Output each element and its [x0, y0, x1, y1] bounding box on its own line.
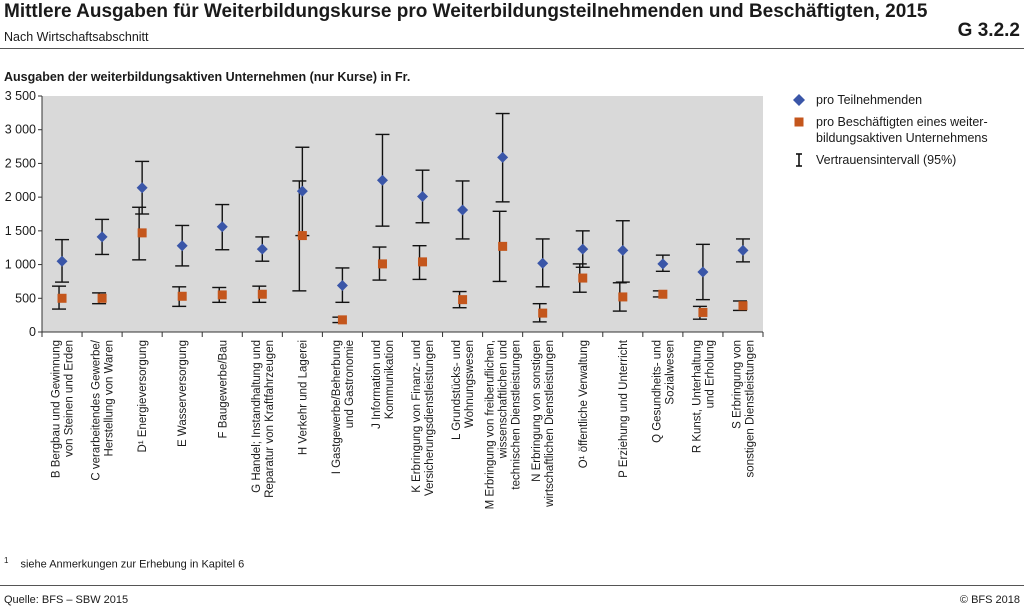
- y-tick-label: 1 500: [5, 224, 36, 238]
- y-tick-label: 3 000: [5, 123, 36, 137]
- data-point-employees: [97, 293, 107, 303]
- data-point-employees: [57, 293, 67, 303]
- data-point-participants: [56, 255, 68, 267]
- footer-rule: [0, 585, 1024, 586]
- x-category-label: F Baugewerbe/Bau: [217, 340, 229, 438]
- data-point-employees: [177, 291, 187, 301]
- data-point-participants: [376, 174, 388, 186]
- x-category-label: H Verkehr und Lagerei: [297, 340, 309, 455]
- legend-label-confidence-interval: Vertrauensintervall (95%): [816, 153, 957, 167]
- data-point-employees: [377, 259, 387, 269]
- plot-background: [42, 96, 763, 332]
- x-category-label: wirtschaftlichen Dienstleistungen: [544, 340, 556, 508]
- footnote-text: siehe Anmerkungen zur Erhebung in Kapite…: [20, 558, 245, 571]
- legend-item-confidence-interval: Vertrauensintervall (95%): [788, 152, 1020, 168]
- data-point-employees: [738, 301, 748, 311]
- data-point-employees: [257, 289, 267, 299]
- chart-canvas: 0 500 1 000 1 500 2 000 2 500 3 000 3 500 B Berg…: [5, 89, 764, 509]
- page-title: Mittlere Ausgaben für Weiterbildungskurs…: [4, 1, 928, 22]
- x-category-label: M Erbringung von freiberuflichen,: [485, 340, 497, 509]
- data-point-employees: [498, 241, 508, 251]
- legend-label-employees-line2: bildungsaktiven Unternehmens: [816, 131, 988, 145]
- x-category-label: und Gastronomie: [344, 340, 356, 428]
- x-category-label: Sozialwesen: [664, 340, 676, 405]
- header-rule: [0, 48, 1024, 49]
- x-category-label: Q Gesundheits- und: [651, 340, 663, 443]
- x-category-label: P Erziehung und Unterricht: [618, 339, 630, 478]
- data-point-employees: [658, 289, 668, 299]
- x-category-label: Wohnungswesen: [464, 340, 476, 428]
- chart-title: Ausgaben der weiterbildungsaktiven Unter…: [4, 70, 411, 84]
- data-point-employees: [418, 257, 428, 267]
- legend-item-employees: pro Beschäftigten eines weiter- bildungs…: [788, 114, 1020, 146]
- data-point-employees: [578, 273, 588, 283]
- y-tick-label: 1 000: [5, 258, 36, 272]
- error-bar-icon: [796, 153, 802, 167]
- data-point-participants: [737, 244, 749, 256]
- x-category-label: Herstellung von Waren: [104, 340, 116, 457]
- x-category-label: wissenschaftlichen und: [498, 340, 510, 459]
- diamond-marker-icon: [793, 94, 805, 106]
- data-point-participants: [497, 151, 509, 163]
- data-point-participants: [657, 258, 669, 270]
- x-category-label: K Erbringung von Finanz- und: [411, 340, 423, 493]
- x-category-label: Reparatur von Kraftfahrzeugen: [264, 340, 276, 498]
- y-tick-label: 2 500: [5, 156, 36, 170]
- x-category-label: sonstigen Dienstleistungen: [744, 340, 756, 477]
- footnote: 1 siehe Anmerkungen zur Erhebung in Kapit…: [4, 556, 244, 571]
- footnote-mark: 1: [4, 556, 9, 565]
- data-point-participants: [457, 204, 469, 216]
- x-category-label: Versicherungsdienstleistungen: [424, 340, 436, 496]
- data-point-participants: [537, 257, 549, 269]
- data-point-participants: [256, 243, 268, 255]
- page-subtitle: Nach Wirtschaftsabschnitt: [4, 30, 149, 44]
- y-tick-label: 2 000: [5, 190, 36, 204]
- source-note: Quelle: BFS – SBW 2015: [4, 594, 129, 606]
- x-category-label: von Steinen und Erden: [64, 340, 76, 457]
- chart-legend: pro Teilnehmenden pro Beschäftigten eine…: [788, 92, 1020, 174]
- x-category-label: D¹ Energieversorgung: [137, 340, 149, 453]
- y-tick-label: 500: [15, 291, 36, 305]
- x-category-label: E Wasserversorgung: [177, 340, 189, 447]
- x-category-label: technischen Dienstleistungen: [511, 340, 523, 490]
- legend-label-employees-line1: pro Beschäftigten eines weiter-: [816, 115, 988, 129]
- y-tick-label: 3 500: [5, 89, 36, 103]
- x-category-label: B Bergbau und Gewinnung: [51, 340, 63, 478]
- x-category-label: L Grundstücks- und: [451, 340, 463, 440]
- x-category-label: C verarbeitendes Gewerbe/: [91, 339, 103, 480]
- x-category-label: G Handel; Instandhaltung und: [251, 340, 263, 493]
- data-point-employees: [538, 308, 548, 318]
- data-point-employees: [297, 231, 307, 241]
- x-category-label: N Erbringung von sonstigen: [531, 340, 543, 482]
- x-category-label: O¹ öffentliche Verwaltung: [578, 340, 590, 468]
- legend-item-participants: pro Teilnehmenden: [788, 92, 1020, 108]
- data-point-employees: [137, 228, 147, 238]
- x-category-label: S Erbringung von: [731, 340, 743, 429]
- figure-code: G 3.2.2: [957, 20, 1020, 41]
- data-point-participants: [96, 231, 108, 243]
- legend-label-participants: pro Teilnehmenden: [816, 93, 923, 107]
- x-category-label: Kommunikation: [384, 340, 396, 419]
- data-point-participants: [296, 185, 308, 197]
- x-category-label: J Information und: [371, 340, 383, 429]
- data-point-participants: [176, 240, 188, 252]
- data-point-employees: [217, 290, 227, 300]
- x-category-label: und Erholung: [704, 340, 716, 408]
- data-point-participants: [617, 244, 629, 256]
- data-point-participants: [336, 279, 348, 291]
- x-category-label: R Kunst, Unterhaltung: [691, 340, 703, 453]
- data-point-participants: [417, 190, 429, 202]
- x-category-label: I Gastgewerbe/Beherbung: [331, 340, 343, 474]
- data-point-participants: [136, 182, 148, 194]
- copyright-note: © BFS 2018: [959, 594, 1020, 606]
- data-point-employees: [337, 315, 347, 325]
- data-point-employees: [458, 295, 468, 305]
- square-marker-icon: [794, 117, 804, 127]
- data-point-employees: [618, 292, 628, 302]
- y-tick-label: 0: [29, 325, 36, 339]
- data-point-participants: [697, 266, 709, 278]
- data-point-participants: [577, 243, 589, 255]
- data-point-employees: [698, 307, 708, 317]
- data-point-participants: [216, 221, 228, 233]
